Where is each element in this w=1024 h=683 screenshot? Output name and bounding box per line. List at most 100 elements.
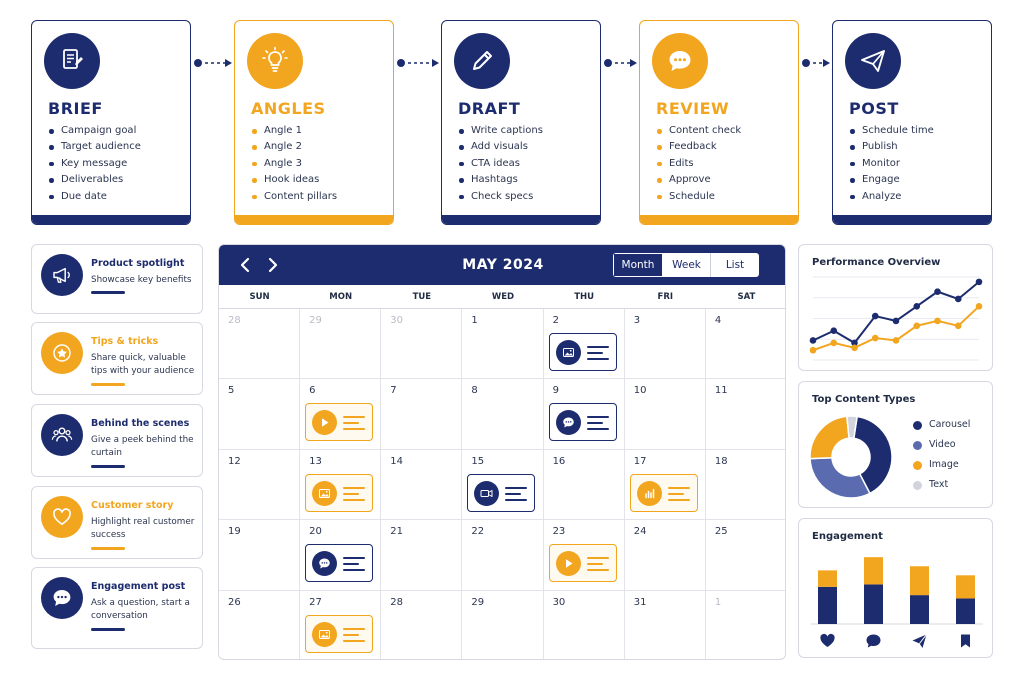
performance-point [871,312,879,320]
calendar-day-cell[interactable]: 26 [219,590,301,659]
view-week-button[interactable]: Week [663,253,711,277]
calendar-day-cell[interactable]: 3 [624,309,706,380]
calendar-day-cell[interactable]: 2 [543,309,625,380]
post-type-badge [555,410,581,436]
performance-point [809,337,817,344]
performance-point [830,339,838,347]
stage-item: Monitor [849,156,934,172]
calendar-day-cell[interactable]: 1 [462,309,544,380]
calendar-day-cell[interactable]: 14 [381,449,463,521]
day-number: 31 [633,596,647,608]
scheduled-post-camera[interactable] [467,473,536,512]
stage-accent-bar [32,215,190,224]
legend-item-image: Image [913,459,959,470]
post-type-badge [312,410,338,436]
calendar-day-cell[interactable]: 6 [300,379,382,450]
stage-item: Deliverables [48,172,141,188]
content-type-card-behind-the-scenes[interactable]: Behind the scenes Give a peek behind the … [31,404,203,477]
card-underline [91,291,125,294]
post-preview-line [586,569,609,572]
calendar-day-cell[interactable]: 30 [544,590,625,659]
content-type-card-customer-story[interactable]: Customer story Highlight real customer su… [31,486,203,559]
card-title: Customer story [91,500,174,511]
calendar-day-cell[interactable]: 7 [381,379,463,450]
calendar-day-cell[interactable]: 9 [543,379,625,450]
legend-item-text: Text [913,479,948,490]
calendar-day-cell[interactable]: 20 [300,520,382,591]
calendar-day-cell[interactable]: 10 [624,379,706,450]
calendar-day-cell[interactable]: 29 [462,590,544,659]
weekday-label-mon: MON [329,292,353,302]
calendar-day-cell[interactable]: 5 [219,379,301,450]
calendar-day-cell[interactable]: 21 [381,520,463,591]
stage-item: Target audience [48,139,141,155]
scheduled-post-video[interactable] [548,544,617,583]
calendar-day-cell[interactable]: 27 [300,590,382,659]
stage-accent-bar [235,215,393,224]
scheduled-post-chat[interactable] [548,403,617,442]
calendar-day-cell[interactable]: 13 [300,449,382,521]
day-number: 1 [714,596,722,608]
scheduled-post-chat[interactable] [305,544,374,583]
calendar-day-cell[interactable]: 22 [462,520,544,591]
next-month-icon[interactable] [263,256,281,274]
paper-plane-icon [912,634,927,648]
performance-point [851,344,858,352]
engagement-panel: Engagement [798,518,993,658]
calendar-day-cell[interactable]: 28 [219,309,301,380]
day-number: 29 [471,596,485,608]
content-type-card-engagement-post[interactable]: Engagement post Ask a question, start a c… [31,567,203,649]
stage-item: Schedule [656,189,741,205]
day-number: 29 [309,315,322,326]
scheduled-post-image[interactable] [548,333,617,371]
content-type-card-tips-tricks[interactable]: Tips & tricks Share quick, valuable tips … [31,322,203,395]
calendar-day-cell[interactable]: 17 [624,449,706,521]
calendar-day-cell[interactable]: 19 [219,520,301,591]
performance-point [975,302,983,310]
engagement-bar-segment-orange [956,575,975,599]
performance-point [809,346,817,354]
calendar-day-cell[interactable]: 28 [381,590,463,659]
post-preview-line [505,492,522,495]
prev-month-icon[interactable] [237,256,255,274]
calendar-day-cell[interactable]: 8 [462,379,544,450]
post-preview-line [343,416,366,419]
calendar-day-cell[interactable]: 12 [219,449,301,521]
stage-item: Approve [656,172,741,188]
calendar-day-cell[interactable]: 29 [300,309,382,380]
calendar-day-cell[interactable]: 11 [705,379,785,450]
calendar-day-cell[interactable]: 30 [381,309,463,380]
calendar-day-cell[interactable]: 15 [462,449,544,521]
scheduled-post-image[interactable] [305,473,374,512]
post-type-badge [555,551,581,577]
card-description: Showcase key benefits [91,275,192,285]
content-type-card-product-spotlight[interactable]: Product spotlight Showcase key benefits [31,244,203,314]
post-preview-line [586,563,603,566]
calendar-day-cell[interactable]: 1 [706,591,785,659]
performance-point [913,302,921,310]
day-number: 24 [633,526,647,538]
stage-accent-bar [833,215,991,224]
view-month-button[interactable]: Month [613,253,663,277]
donut-slice-video [809,456,871,499]
calendar-day-cell[interactable]: 31 [625,590,706,659]
chat-bubble-icon [319,558,330,569]
legend-item-video: Video [913,439,956,450]
stage-item: Due date [48,189,141,205]
post-preview-line [343,492,360,495]
calendar-day-cell[interactable]: 24 [624,520,706,591]
view-list-button[interactable]: List [711,253,759,277]
stage-checklist: Angle 1 Angle 2 Angle 3 Hook ideas Content p… [251,123,337,205]
post-type-badge [636,480,662,506]
scheduled-post-video[interactable] [305,403,374,442]
calendar-day-cell[interactable]: 16 [543,449,625,521]
calendar-day-cell[interactable]: 23 [543,520,625,591]
scheduled-post-chart[interactable] [629,473,698,512]
scheduled-post-image[interactable] [305,614,374,653]
calendar-day-cell[interactable]: 25 [705,520,785,591]
day-number: 18 [714,455,728,467]
calendar-day-cell[interactable]: 18 [705,450,785,521]
calendar-day-cell[interactable]: 4 [705,309,785,380]
day-number: 27 [309,596,322,608]
play-icon [565,559,573,568]
